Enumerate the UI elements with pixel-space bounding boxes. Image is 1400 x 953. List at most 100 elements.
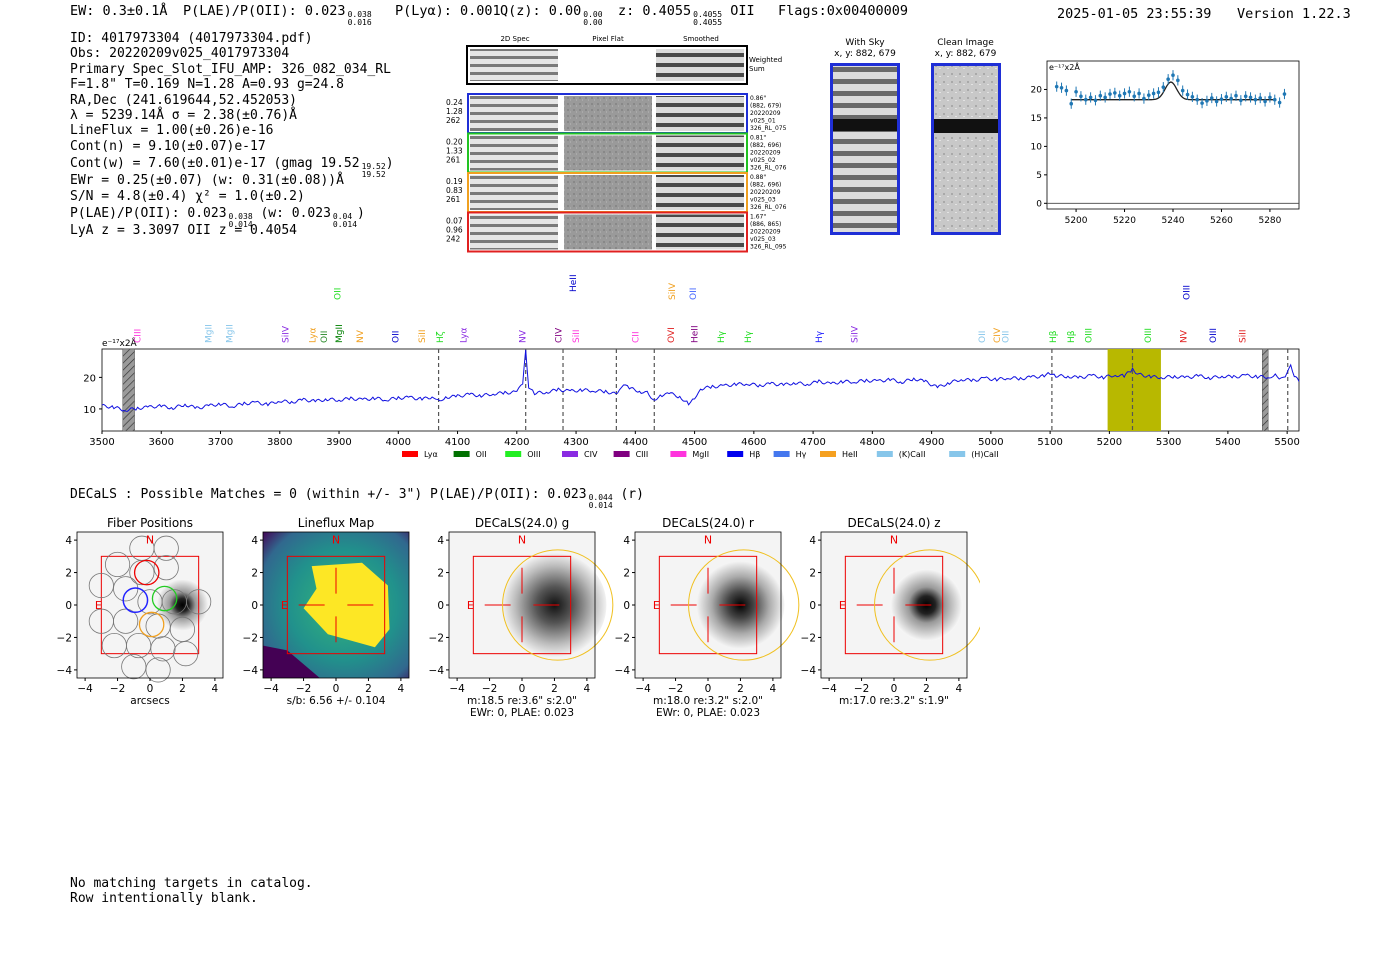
zoom-data-point (1074, 89, 1078, 94)
cutout-left-label: 261 (446, 156, 461, 165)
aperture-ellipse (502, 549, 614, 661)
cutout-2dspec-2 (470, 175, 558, 210)
legend-swatch (562, 451, 578, 457)
spectrum-line-name: SiIV (851, 325, 861, 343)
decals-panel-title: Fiber Positions (107, 516, 193, 530)
header-plya: P(Lyα): 0.001 (395, 3, 501, 19)
decals-panel-title: DECaLS(24.0) z (847, 516, 940, 530)
spectrum-line-name: MgII (205, 324, 215, 343)
decals-xtick-label: 4 (398, 683, 405, 695)
cutout-right-label: 326_RL_075 (750, 125, 787, 132)
cutout-right-label: (882, 696) (750, 182, 781, 189)
with-sky-title: With Sky x, y: 882, 679 (830, 38, 900, 60)
zoom-axes (1046, 60, 1300, 210)
spectrum-xtick-label: 3800 (267, 437, 292, 448)
aperture-ellipse (688, 549, 800, 661)
decals-xtick-label: −2 (482, 683, 497, 695)
zoom-data-point (1190, 95, 1195, 99)
spectrum-ylabel: e⁻¹⁷x2Å (102, 337, 138, 349)
decals-caption-1: m:18.0 re:3.2" s:2.0" (653, 695, 763, 707)
compass-north: N (146, 533, 154, 546)
zoom-data-point (1166, 77, 1170, 82)
spectrum-line-name: CIV (993, 327, 1003, 343)
spectrum-line-label: NV (1179, 329, 1189, 343)
spectrum-line-label: Hγ (744, 330, 754, 343)
spectrum-masked-region (122, 348, 135, 432)
decals-caption-1: m:18.5 re:3.6" s:2.0" (467, 695, 577, 707)
info-plae: P(LAE)/P(OII): 0.023 0.038 0.014 (w: 0.023… (70, 206, 365, 230)
spectrum-xtick-label: 5100 (1037, 437, 1062, 448)
decals-caption-1: s/b: 6.56 +/- 0.104 (287, 695, 386, 707)
info-lambda: λ = 5239.14Å σ = 2.38(±0.76)Å (70, 108, 297, 124)
zoom-data-point (1248, 95, 1253, 100)
zoom-ytick-label: 10 (1031, 142, 1043, 152)
decals-ytick-label: −4 (243, 665, 259, 677)
spectrum-line-name: OII (978, 331, 988, 343)
cutout-left-label: 0.96 (446, 226, 463, 235)
cutout-2dspec-0 (470, 96, 558, 131)
legend-label: Hβ (749, 450, 760, 459)
decals-caption-1: arcsecs (130, 695, 169, 707)
zoom-data-point (1224, 95, 1229, 99)
info-obs: Obs: 20220209v025_4017973304 (70, 46, 290, 62)
cutout-right-label: (882, 679) (750, 103, 781, 110)
decals-xtick-label: 2 (923, 683, 930, 695)
decals-ytick-label: −4 (801, 665, 817, 677)
spectrum-line-label: SiIV (851, 325, 861, 343)
weighted-sum-label-2: Sum (749, 65, 765, 73)
decals-xtick-label: 0 (519, 683, 526, 695)
spectrum-line-name: SiII (418, 329, 428, 343)
cutout-left-label: 0.20 (446, 138, 463, 147)
decals-summary: DECaLS : Possible Matches = 0 (within +/… (70, 487, 644, 510)
col-label-pixelflat: Pixel Flat (592, 35, 624, 43)
decals-xtick-label: 2 (551, 683, 558, 695)
cutout-frame-3 (467, 211, 748, 253)
decals-ytick-label: 4 (809, 535, 816, 547)
decals-caption-2: EWr: 0, PLAE: 0.023 (656, 707, 760, 719)
info-sn: S/N = 4.8(±0.4) χ² = 1.0(±0.2) (70, 188, 305, 204)
spectrum-line-name: SiIV (668, 282, 678, 300)
info-ewr: EWr = 0.25(±0.07) (w: 0.31(±0.08))Å (70, 173, 344, 189)
decals-xtick-label: −4 (263, 683, 279, 695)
search-box (844, 555, 944, 655)
spectrum-xtick-label: 4600 (741, 437, 766, 448)
cutout-left-label: 0.24 (446, 98, 463, 107)
zoom-data-point (1195, 97, 1200, 102)
compass-north: N (704, 533, 712, 546)
spectrum-chart: 3500 3600 3700 3800 3900 4000 4100 4200 4300 4400… (83, 274, 1300, 459)
spectrum-line-name: Hγ (815, 330, 825, 343)
zoom-ytick-label: 15 (1031, 114, 1042, 124)
with-sky-image (830, 63, 900, 235)
cutout-right-label: 326_RL_076 (750, 204, 787, 211)
info-lya-z: LyA z = 3.3097 OII z = 0.4054 (70, 223, 297, 239)
legend-label: HeII (842, 450, 858, 459)
decals-panel-4: DECaLS(24.0) z E N −4 −4 −2 −2 0 0 2 2 4 4 m:17.0 re:… (801, 516, 980, 707)
cutout-left-label: 1.28 (446, 107, 463, 116)
spectrum-line-label: CIV (993, 327, 1003, 343)
decals-panel-title: DECaLS(24.0) g (475, 516, 569, 530)
cutout-pixelflat-0 (564, 96, 652, 131)
spectrum-line-label: Lyα (308, 327, 318, 343)
spectrum-xtick-label: 5300 (1156, 437, 1181, 448)
spectrum-line-label: OII (320, 331, 330, 343)
spectrum-line-label: OIII (1144, 328, 1154, 343)
spectrum-line-name: Hζ (436, 331, 446, 343)
spectrum-line-name: OIII (1085, 328, 1095, 343)
decals-ytick-label: −2 (243, 632, 258, 644)
cutout-right-label: 20220209 (750, 189, 781, 196)
cutout-left-label: 0.83 (446, 186, 463, 195)
cutout-2dspec-1 (470, 135, 558, 171)
spectrum-line-name: OII (689, 288, 699, 300)
spectrum-line-label: NV (356, 329, 366, 343)
decals-ytick-label: −2 (801, 632, 816, 644)
spectrum-xtick-label: 5400 (1215, 437, 1240, 448)
zoom-ylabel: e⁻¹⁷x2Å (1049, 61, 1080, 72)
decals-ytick-label: −2 (57, 632, 72, 644)
compass-east: E (839, 599, 846, 612)
cutout-right-label: 20220209 (750, 229, 781, 236)
fiber-circle (121, 654, 147, 680)
decals-ytick-label: 4 (437, 535, 444, 547)
weighted-sum-smoothed (656, 49, 744, 81)
cutout-left-label: 0.07 (446, 217, 463, 226)
